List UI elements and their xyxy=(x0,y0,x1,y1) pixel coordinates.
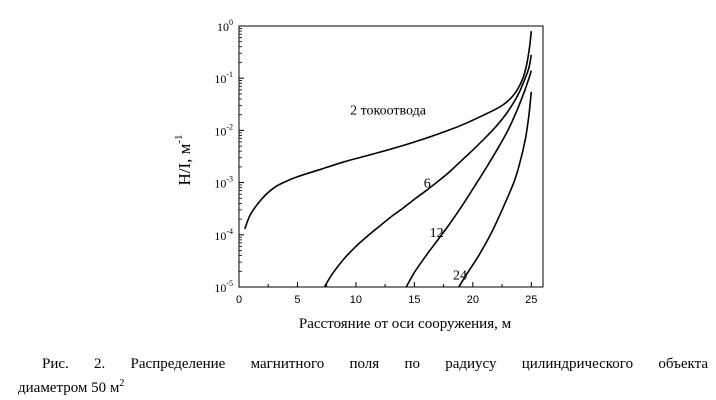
plot-frame xyxy=(238,25,544,288)
y-tick-label: 10-1 xyxy=(214,70,233,86)
figure-caption: Рис. 2. Распределение магнитного поля по… xyxy=(18,354,708,398)
y-axis-label: H/I, м-1 xyxy=(173,134,194,185)
series-label: 24 xyxy=(453,268,467,283)
x-axis: 0 5 10 15 20 25 xyxy=(236,282,537,306)
series-line xyxy=(323,54,533,288)
y-tick-label: 100 xyxy=(217,18,233,34)
chart: 0 5 10 15 20 25 100 10-1 10-2 10-3 10-4 10-5 2 ток… xyxy=(173,18,544,332)
y-tick-label: 10-3 xyxy=(214,175,233,191)
x-tick-label: 5 xyxy=(294,294,300,306)
series-layer: 2 токоотвода 6 12 24 xyxy=(244,31,533,288)
series-line xyxy=(458,91,533,288)
y-tick-label: 10-5 xyxy=(214,279,233,295)
series-label: 6 xyxy=(424,177,431,192)
caption-line-1: Рис. 2. Распределение магнитного поля по… xyxy=(42,356,708,372)
series-line xyxy=(405,70,533,288)
y-axis-label-exponent: -1 xyxy=(173,134,185,143)
x-tick-label: 15 xyxy=(408,294,420,306)
x-tick-label: 0 xyxy=(236,294,242,306)
x-tick-label: 10 xyxy=(350,294,362,306)
y-tick-label: 10-4 xyxy=(214,227,233,243)
y-tick-label: 10-2 xyxy=(214,122,233,138)
y-axis: 100 10-1 10-2 10-3 10-4 10-5 xyxy=(214,18,244,295)
x-tick-label: 25 xyxy=(525,294,537,306)
plot-area xyxy=(238,25,544,288)
x-tick-label: 20 xyxy=(467,294,479,306)
caption-line-2: диаметром 50 м2 xyxy=(18,378,125,396)
series-label: 2 токоотвода xyxy=(350,104,427,119)
series-line xyxy=(244,31,533,230)
x-axis-label: Расстояние от оси сооружения, м xyxy=(299,316,512,332)
series-label: 12 xyxy=(430,226,444,241)
